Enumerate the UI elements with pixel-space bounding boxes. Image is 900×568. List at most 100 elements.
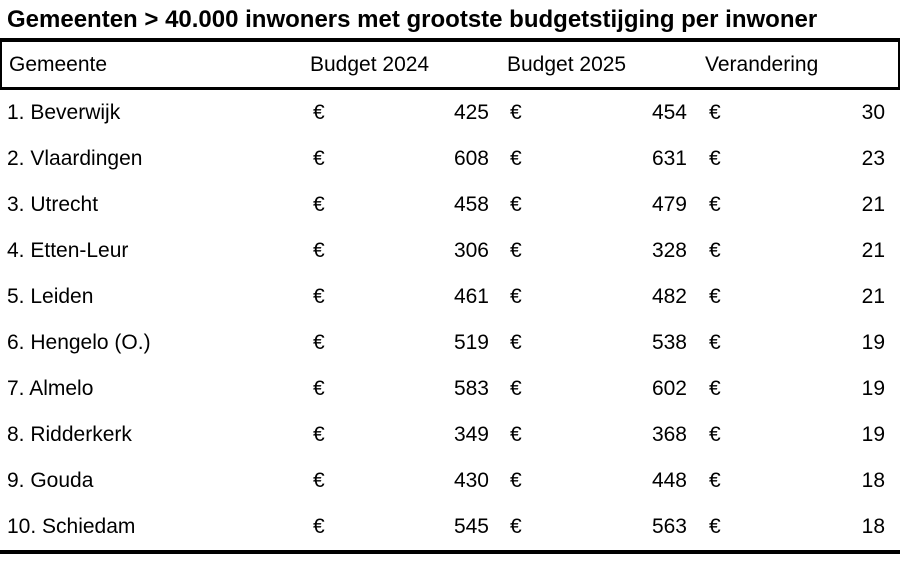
verandering-cell: €21 (695, 239, 900, 263)
euro-symbol: € (313, 239, 325, 262)
budget-2024-cell: €349 (300, 423, 497, 447)
gemeente-cell: 6. Hengelo (O.) (7, 331, 151, 354)
euro-symbol: € (510, 147, 522, 170)
budget-2025-value: 538 (651, 331, 687, 354)
budget-2025-cell: €479 (497, 193, 695, 217)
budget-2025-cell: €368 (497, 423, 695, 447)
budget-2024-cell: €545 (300, 515, 497, 539)
table-row: 2. Vlaardingen €608 €631 €23 (0, 136, 900, 182)
column-header-budget-2024: Budget 2024 (310, 52, 430, 76)
euro-symbol: € (709, 331, 721, 354)
euro-symbol: € (709, 285, 721, 308)
euro-symbol: € (313, 423, 325, 446)
gemeente-cell: 1. Beverwijk (7, 101, 121, 124)
euro-symbol: € (313, 515, 325, 538)
euro-symbol: € (510, 101, 522, 124)
column-header-budget-2025: Budget 2025 (507, 52, 627, 76)
table-row: 4. Etten-Leur €306 €328 €21 (0, 228, 900, 274)
budget-2024-cell: €583 (300, 377, 497, 401)
euro-symbol: € (709, 423, 721, 446)
budget-2025-cell: €602 (497, 377, 695, 401)
gemeente-cell: 10. Schiedam (7, 515, 136, 538)
euro-symbol: € (510, 193, 522, 216)
budget-2025-cell: €563 (497, 515, 695, 539)
euro-symbol: € (313, 285, 325, 308)
budget-2024-value: 583 (453, 377, 489, 400)
table-row: 3. Utrecht €458 €479 €21 (0, 182, 900, 228)
gemeente-cell: 8. Ridderkerk (7, 423, 132, 446)
verandering-cell: €18 (695, 515, 900, 539)
budget-2025-value: 479 (651, 193, 687, 216)
euro-symbol: € (709, 469, 721, 492)
euro-symbol: € (709, 239, 721, 262)
verandering-cell: €19 (695, 377, 900, 401)
euro-symbol: € (709, 101, 721, 124)
budget-2024-cell: €458 (300, 193, 497, 217)
euro-symbol: € (709, 515, 721, 538)
euro-symbol: € (313, 469, 325, 492)
euro-symbol: € (510, 239, 522, 262)
budget-2024-value: 545 (453, 515, 489, 538)
verandering-value: 30 (861, 101, 885, 124)
budget-2024-value: 425 (453, 101, 489, 124)
table-row: 8. Ridderkerk €349 €368 €19 (0, 412, 900, 458)
table-row: 7. Almelo €583 €602 €19 (0, 366, 900, 412)
gemeente-cell: 3. Utrecht (7, 193, 99, 216)
euro-symbol: € (709, 377, 721, 400)
budget-2025-cell: €482 (497, 285, 695, 309)
verandering-value: 21 (861, 239, 885, 262)
euro-symbol: € (313, 193, 325, 216)
euro-symbol: € (313, 101, 325, 124)
verandering-value: 21 (861, 285, 885, 308)
budget-2024-value: 430 (453, 469, 489, 492)
verandering-value: 18 (861, 469, 885, 492)
verandering-cell: €19 (695, 423, 900, 447)
budget-2025-value: 602 (651, 377, 687, 400)
column-header-gemeente: Gemeente (9, 52, 108, 76)
euro-symbol: € (510, 515, 522, 538)
page-title: Gemeenten > 40.000 inwoners met grootste… (0, 0, 900, 42)
budget-2024-value: 461 (453, 285, 489, 308)
budget-2025-cell: €328 (497, 239, 695, 263)
budget-2024-value: 306 (453, 239, 489, 262)
budget-2025-value: 448 (651, 469, 687, 492)
verandering-cell: €23 (695, 147, 900, 171)
budget-2024-cell: €306 (300, 239, 497, 263)
budget-2025-cell: €538 (497, 331, 695, 355)
verandering-value: 19 (861, 423, 885, 446)
euro-symbol: € (510, 377, 522, 400)
euro-symbol: € (709, 193, 721, 216)
verandering-cell: €21 (695, 193, 900, 217)
budget-2024-cell: €430 (300, 469, 497, 493)
budget-2025-cell: €631 (497, 147, 695, 171)
table-row: 10. Schiedam €545 €563 €18 (0, 504, 900, 550)
euro-symbol: € (510, 469, 522, 492)
gemeente-cell: 7. Almelo (7, 377, 94, 400)
budget-2024-value: 458 (453, 193, 489, 216)
budget-2025-cell: €448 (497, 469, 695, 493)
table-row: 9. Gouda €430 €448 €18 (0, 458, 900, 504)
budget-2025-cell: €454 (497, 101, 695, 125)
verandering-cell: €18 (695, 469, 900, 493)
euro-symbol: € (313, 377, 325, 400)
budget-2025-value: 368 (651, 423, 687, 446)
budget-2025-value: 454 (651, 101, 687, 124)
verandering-cell: €19 (695, 331, 900, 355)
table-bottom-rule (0, 550, 900, 554)
verandering-cell: €21 (695, 285, 900, 309)
budget-2024-cell: €425 (300, 101, 497, 125)
euro-symbol: € (313, 147, 325, 170)
table-body: 1. Beverwijk €425 €454 €30 2. Vlaardingen €60… (0, 90, 900, 550)
gemeente-cell: 9. Gouda (7, 469, 94, 492)
table-row: 6. Hengelo (O.) €519 €538 €19 (0, 320, 900, 366)
table-row: 5. Leiden €461 €482 €21 (0, 274, 900, 320)
verandering-value: 19 (861, 377, 885, 400)
euro-symbol: € (510, 423, 522, 446)
gemeente-cell: 4. Etten-Leur (7, 239, 129, 262)
column-header-verandering: Verandering (705, 52, 819, 76)
verandering-value: 19 (861, 331, 885, 354)
verandering-value: 18 (861, 515, 885, 538)
euro-symbol: € (709, 147, 721, 170)
budget-2024-value: 519 (453, 331, 489, 354)
gemeente-cell: 5. Leiden (7, 285, 94, 308)
